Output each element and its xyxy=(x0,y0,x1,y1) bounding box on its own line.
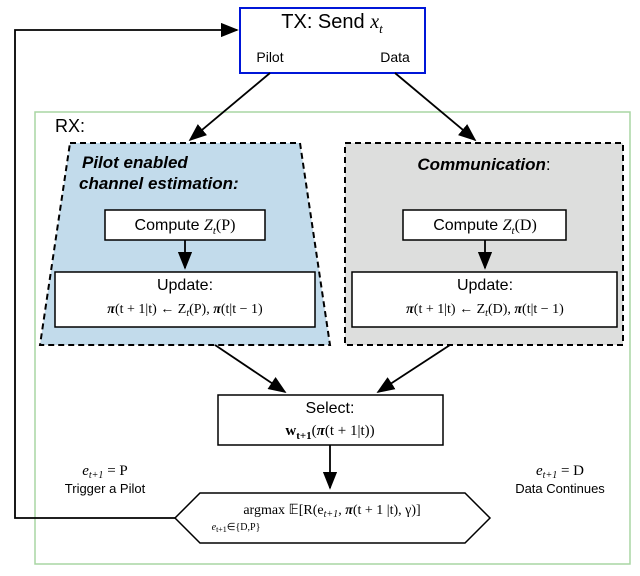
comm-title: Communication: xyxy=(417,155,550,174)
left-branch-label: Trigger a Pilot xyxy=(65,481,146,496)
rx-label: RX: xyxy=(55,116,85,136)
pilot-update-line: π(t + 1|t) ← Zt(P), π(t|t − 1) xyxy=(107,302,263,319)
tx-title: TX: Send xt xyxy=(281,11,383,36)
right-branch-label: Data Continues xyxy=(515,481,605,496)
tx-pilot-label: Pilot xyxy=(256,49,283,65)
pilot-update-title: Update: xyxy=(157,277,213,294)
select-title: Select: xyxy=(306,400,355,417)
comm-update-line: π(t + 1|t) ← Zt(D), π(t|t − 1) xyxy=(406,302,564,319)
pilot-title-1: Pilot enabled xyxy=(82,153,188,172)
tx-data-label: Data xyxy=(380,49,410,65)
pilot-title-2: channel estimation: xyxy=(79,174,239,193)
comm-update-title: Update: xyxy=(457,277,513,294)
